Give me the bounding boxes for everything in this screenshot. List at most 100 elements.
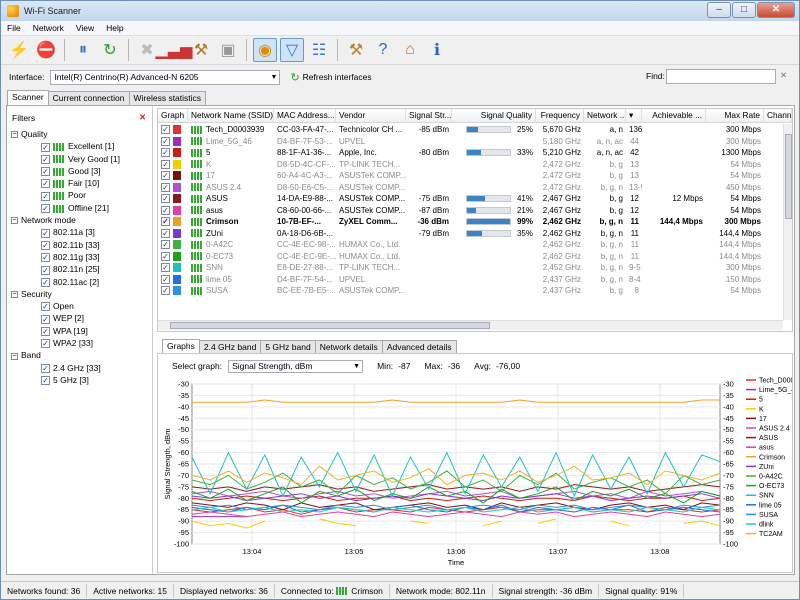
- tab-graphs[interactable]: Graphs: [162, 339, 200, 354]
- settings-button[interactable]: ⚒: [344, 38, 368, 62]
- tab-2-4ghz-band[interactable]: 2.4 GHz band: [198, 340, 262, 353]
- filter-item[interactable]: ✓ 802.11n [25]: [9, 263, 151, 275]
- network-row[interactable]: ✓ ZUni 0A-18-D6-6B-... -79 dBm 35% 2,462 GHz b…: [158, 228, 783, 240]
- filter-item[interactable]: ✓ 5 GHz [3]: [9, 374, 151, 386]
- checkbox[interactable]: ✓: [161, 194, 170, 204]
- filter-item[interactable]: ✓ WPA [19]: [9, 325, 151, 337]
- checkbox[interactable]: ✓: [41, 376, 50, 386]
- refresh-button[interactable]: ↻: [98, 38, 122, 62]
- filter-item[interactable]: ✓ 802.11a [3]: [9, 226, 151, 238]
- filter-item[interactable]: ✓ Fair [10]: [9, 177, 151, 189]
- maximize-button[interactable]: □: [732, 2, 756, 18]
- close-button[interactable]: ✕: [757, 2, 795, 18]
- tab-5ghz-band[interactable]: 5 GHz band: [260, 340, 316, 353]
- stop-scan-button[interactable]: ⛔: [34, 38, 58, 62]
- column-header[interactable]: Network ...: [584, 109, 626, 123]
- network-row[interactable]: ✓ ASUS 2.4 D8-50-E6-C5-... ASUSTek COMP... 2…: [158, 182, 783, 194]
- network-row[interactable]: ✓ ASUS 14-DA-E9-88-... ASUSTek COMP... -75 d…: [158, 193, 783, 205]
- tab-advanced-details[interactable]: Advanced details: [381, 340, 457, 353]
- filter-group[interactable]: − Band: [9, 349, 151, 361]
- grid-vertical-scrollbar[interactable]: [783, 124, 792, 320]
- refresh-interfaces-button[interactable]: ↻ Refresh interfaces: [290, 71, 371, 84]
- graph-cell[interactable]: ✓: [158, 262, 188, 274]
- menu-file[interactable]: File: [7, 23, 21, 33]
- graph-cell[interactable]: ✓: [158, 228, 188, 240]
- collapse-icon[interactable]: −: [11, 291, 18, 299]
- graph-cell[interactable]: ✓: [158, 136, 188, 148]
- grid-horizontal-scrollbar[interactable]: [158, 320, 783, 330]
- network-row[interactable]: ✓ 5 88-1F-A1-36-... Apple, Inc. -80 dBm 33% 5,…: [158, 147, 783, 159]
- filter-item[interactable]: ✓ WEP [2]: [9, 312, 151, 324]
- checkbox[interactable]: ✓: [41, 314, 50, 324]
- graph-cell[interactable]: ✓: [158, 193, 188, 205]
- menu-network[interactable]: Network: [32, 23, 64, 33]
- checkbox[interactable]: ✓: [41, 277, 50, 287]
- checkbox[interactable]: ✓: [41, 204, 50, 214]
- checkbox[interactable]: ✓: [41, 228, 50, 238]
- network-row[interactable]: ✓ K D8-5D-4C-CF-... TP-LINK TECH... 2,472 GH…: [158, 159, 783, 171]
- checkbox[interactable]: ✓: [161, 205, 170, 215]
- menu-help[interactable]: Help: [106, 23, 124, 33]
- tab-scanner[interactable]: Scanner: [7, 90, 49, 105]
- filter-item[interactable]: ✓ 802.11ac [2]: [9, 276, 151, 288]
- filter-item[interactable]: ✓ Poor: [9, 189, 151, 201]
- menu-view[interactable]: View: [75, 23, 95, 33]
- network-row[interactable]: ✓ SNN E8-DE-27-88-... TP-LINK TECH... 2,452 …: [158, 262, 783, 274]
- horizontal-scroll-thumb[interactable]: [170, 322, 490, 329]
- tab-network-details[interactable]: Network details: [314, 340, 383, 353]
- collapse-icon[interactable]: −: [11, 217, 18, 225]
- filter-item[interactable]: ✓ WPA2 [33]: [9, 337, 151, 349]
- reset-filters-icon[interactable]: ✕: [139, 112, 147, 122]
- export-button[interactable]: ▣: [216, 38, 240, 62]
- interface-select[interactable]: Intel(R) Centrino(R) Advanced-N 6205 ▼: [50, 69, 281, 85]
- network-row[interactable]: ✓ lime 05 D4-BF-7F-54-... UPVEL 2,437 GHz b, …: [158, 274, 783, 286]
- network-row[interactable]: ✓ Crimson 10-7B-EF-... ZyXEL Comm... -36 dBm…: [158, 216, 783, 228]
- column-header[interactable]: Signal Quality: [452, 109, 536, 123]
- checkbox[interactable]: ✓: [161, 125, 170, 135]
- filter-item[interactable]: ✓ 802.11b [33]: [9, 239, 151, 251]
- tab-wireless-statistics[interactable]: Wireless statistics: [128, 91, 207, 105]
- checkbox[interactable]: ✓: [161, 136, 170, 146]
- graph-cell[interactable]: ✓: [158, 251, 188, 263]
- filter-group[interactable]: − Quality: [9, 128, 151, 140]
- checkbox[interactable]: ✓: [41, 167, 50, 177]
- checkbox[interactable]: ✓: [161, 286, 170, 296]
- graph-select[interactable]: Signal Strength, dBm ▼: [228, 359, 364, 373]
- filter-button[interactable]: ▽: [280, 38, 304, 62]
- filter-item[interactable]: ✓ 802.11g [33]: [9, 251, 151, 263]
- network-row[interactable]: ✓ 17 60-A4-4C-A3-... ASUSTeK COMP... 2,472 G…: [158, 170, 783, 182]
- graph-cell[interactable]: ✓: [158, 182, 188, 194]
- checkbox[interactable]: ✓: [41, 265, 50, 275]
- checkbox[interactable]: ✓: [161, 171, 170, 181]
- clear-button[interactable]: ⚒: [189, 38, 213, 62]
- column-header[interactable]: ▾: [626, 109, 642, 123]
- checkbox[interactable]: ✓: [41, 339, 50, 349]
- column-header[interactable]: Network Name (SSID): [188, 109, 274, 123]
- graph-cell[interactable]: ✓: [158, 147, 188, 159]
- tab-current-connection[interactable]: Current connection: [47, 91, 130, 105]
- minimize-button[interactable]: –: [707, 2, 731, 18]
- checkbox[interactable]: ✓: [161, 182, 170, 192]
- about-button[interactable]: ℹ: [425, 38, 449, 62]
- network-row[interactable]: ✓ 0-EC73 CC-4E-EC-9E-... HUMAX Co., Ltd. 2,4…: [158, 251, 783, 263]
- graph-cell[interactable]: ✓: [158, 170, 188, 182]
- checkbox[interactable]: ✓: [161, 240, 170, 250]
- checkbox[interactable]: ✓: [41, 253, 50, 263]
- delete-button[interactable]: ✖: [135, 38, 159, 62]
- collapse-icon[interactable]: −: [11, 131, 18, 139]
- checkbox[interactable]: ✓: [41, 142, 50, 152]
- filter-item[interactable]: ✓ Open: [9, 300, 151, 312]
- checkbox[interactable]: ✓: [161, 251, 170, 261]
- checkbox[interactable]: ✓: [161, 274, 170, 284]
- network-row[interactable]: ✓ asus C8-60-00-66-... ASUSTek COMP... -87 d…: [158, 205, 783, 217]
- checkbox[interactable]: ✓: [41, 327, 50, 336]
- checkbox[interactable]: ✓: [41, 240, 50, 250]
- column-header[interactable]: Graph: [158, 109, 188, 123]
- graph-cell[interactable]: ✓: [158, 159, 188, 171]
- start-scan-button[interactable]: ⚡: [7, 38, 31, 62]
- column-header[interactable]: Achievable ...: [642, 109, 706, 123]
- graph-cell[interactable]: ✓: [158, 274, 188, 286]
- checkbox[interactable]: ✓: [41, 154, 50, 164]
- graph-cell[interactable]: ✓: [158, 205, 188, 217]
- collapse-icon[interactable]: −: [11, 352, 18, 360]
